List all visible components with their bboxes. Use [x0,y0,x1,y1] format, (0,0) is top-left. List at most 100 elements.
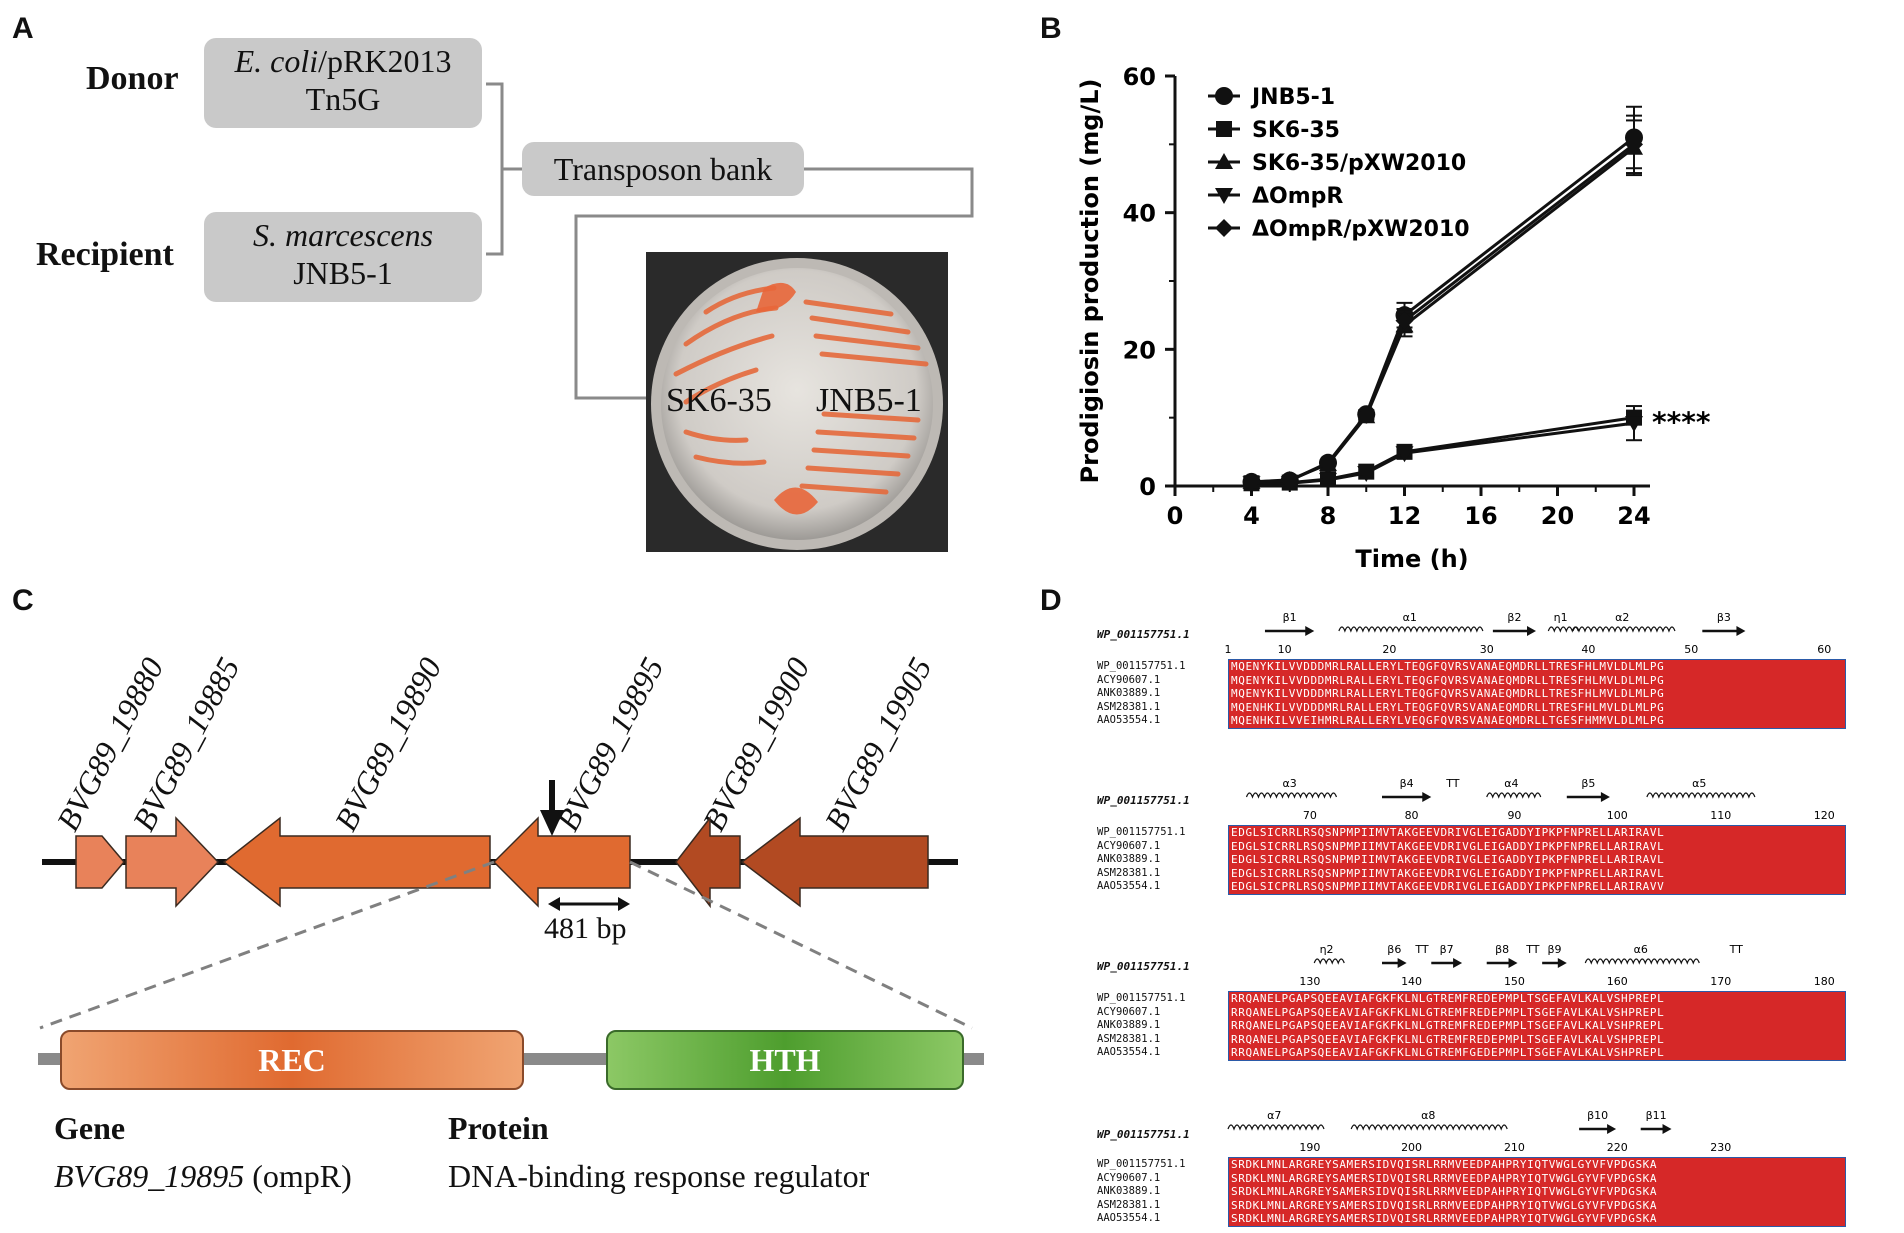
seq-name: WP_001157751.1 [1097,660,1186,672]
y-axis-title: Prodigiosin production (mg/L) [1076,79,1104,484]
helix-coil [1572,626,1676,633]
sequence-row: SRDKLMNLARGREYSAMERSIDVQISRLRRMVEEDPAHPR… [1231,1171,1658,1185]
panel-label-a: A [12,12,34,45]
seq-name: AAO53554.1 [1097,1212,1161,1225]
sequence-row: SRDKLMNLARGREYSAMERSIDVQISRLRRMVEEDPAHPR… [1231,1158,1658,1171]
data-point [1395,446,1414,463]
strand-arrowhead [1397,958,1407,968]
strand-arrowhead [1527,626,1536,636]
data-point [1242,472,1261,491]
secondary-structure-label: β4 [1400,777,1414,790]
secondary-structure-label: α2 [1615,611,1629,624]
hth-domain-label: HTH [749,1041,821,1078]
strand-arrowhead [1607,1124,1617,1134]
alignment-names-4: WP_001157751.1 ACY90607.1 ANK03889.1 ASM… [1097,1158,1186,1226]
seq-name: WP_001157751.1 [1097,992,1186,1004]
gene-alias: (ompR) [252,1158,352,1194]
strand-arrowhead [1305,626,1315,636]
alignment-block-3: RRQANELPGAPSQEEAVIAFGKFKLNLGTREMFREDEPMP… [1228,991,1846,1061]
seq-name: ACY90607.1 [1097,839,1161,852]
residue-number: 110 [1710,809,1731,822]
secondary-structure-label: α8 [1421,1109,1435,1122]
sequence-row: SRDKLMNLARGREYSAMERSIDVQISRLRRMVEEDPAHPR… [1231,1185,1658,1199]
residue-number: 190 [1299,1141,1320,1154]
legend-marker [1216,121,1232,137]
alignment-block-1: MQENYKILVVDDDMRLRALLERYLTEQGFQVRSVANAEQM… [1228,659,1846,729]
residue-number: 120 [1814,809,1835,822]
secondary-structure-label: β2 [1507,611,1521,624]
data-point [1319,454,1337,473]
secondary-structure-label: β1 [1283,611,1297,624]
panel-label-b: B [1040,12,1062,45]
seq-name: ASM28381.1 [1097,700,1161,713]
strand-arrowhead [1453,958,1463,968]
secondary-structure-label: α4 [1504,777,1518,790]
y-tick-label: 20 [1123,336,1156,364]
agar-plate-photo: SK6-35 JNB5-1 [646,252,948,552]
sequence-row: MQENYKILVVDDDMRLRALLERYLTEQGFQVRSVANAEQM… [1231,687,1665,701]
data-point [1357,405,1376,424]
seq-name: AAO53554.1 [1097,1046,1161,1059]
secondary-structure-label: α6 [1634,943,1648,956]
legend-label: SK6-35 [1252,118,1340,143]
panel-label-d: D [1040,584,1062,617]
x-axis-title: Time (h) [1355,545,1468,573]
helix-coil [1338,626,1484,633]
secondary-structure-label: TT [1525,943,1540,956]
x-tick-label: 8 [1320,502,1337,530]
recipient-strain: JNB5-1 [293,255,393,291]
residue-number: 130 [1299,975,1320,988]
x-tick-label: 12 [1388,502,1421,530]
sequence-row: RRQANELPGAPSQEEAVIAFGKFKLNLGTREMFREDEPMP… [1231,992,1665,1005]
x-tick-label: 4 [1243,502,1260,530]
hth-domain: HTH [606,1030,964,1090]
sequence-row: EDGLSICRRLRSQSNPMPIIMVTAKGEEVDRIVGLEIGAD… [1231,853,1665,867]
residue-number: 210 [1504,1141,1525,1154]
gene-arrow-19880 [75,835,125,889]
size-bracket [548,897,630,911]
donor-label: Donor [86,60,179,97]
sequence-row: MQENHKILVVEIHMRLRALLERYLVEQGFQVRSVANAEQM… [1231,714,1665,728]
gene-id: BVG89_19895 [54,1158,245,1194]
series-line [1251,421,1635,485]
gene-arrow-19895 [492,816,631,908]
secondary-structure-label: β10 [1587,1109,1608,1122]
residue-number: 150 [1504,975,1525,988]
helix-coil [1486,792,1542,799]
strand-arrowhead [1662,1124,1672,1134]
legend-marker [1215,87,1233,105]
legend-label: ΔOmpR/pXW2010 [1252,217,1470,242]
secondary-structure-label: η1 [1554,611,1568,624]
bank-to-plate-connector [574,167,974,400]
residue-number: 170 [1710,975,1731,988]
alignment-names-2: WP_001157751.1 ACY90607.1 ANK03889.1 ASM… [1097,826,1186,894]
recipient-label: Recipient [36,236,174,273]
sequence-row: RRQANELPGAPSQEEAVIAFGKFKLNLGTREMFREDEPMP… [1231,1019,1665,1033]
sequence-row: RRQANELPGAPSQEEAVIAFGKFKLNLGTREMFGEDEPMP… [1231,1046,1665,1060]
data-point [1357,466,1376,483]
helix-coil [1245,792,1338,799]
strand-arrowhead [1736,626,1746,636]
size-label: 481 bp [544,912,627,945]
legend-marker [1215,219,1233,237]
seq-name: ASM28381.1 [1097,1032,1161,1045]
chart-legend: JNB5-1 SK6-35 SK6-35/pXW2010 ΔOmpR ΔOmpR/pXW… [1208,85,1470,242]
data-point [1625,135,1643,154]
seq-name: ANK03889.1 [1097,853,1161,866]
donor-box: E. coli/pRK2013 Tn5G [204,38,482,128]
strand-arrowhead [1422,792,1432,802]
alignment-names-3: WP_001157751.1 ACY90607.1 ANK03889.1 ASM… [1097,992,1186,1060]
plate-label-wildtype: JNB5-1 [816,382,922,419]
seq-name: ANK03889.1 [1097,1185,1161,1198]
sequence-row: MQENYKILVVDDDMRLRALLERYLTEQGFQVRSVANAEQM… [1231,673,1665,687]
alignment-reference-3: WP_001157751.1 [1097,960,1190,973]
secondary-structure-label: β7 [1440,943,1454,956]
gene-header: Gene [54,1110,126,1146]
residue-number: 50 [1684,643,1698,656]
alignment-names-1: WP_001157751.1 ACY90607.1 ANK03889.1 ASM… [1097,660,1186,728]
sequence-row: SRDKLMNLARGREYSAMERSIDVQISRLRRMVEEDPAHPR… [1231,1198,1658,1212]
y-tick-label: 60 [1123,63,1156,91]
residue-number: 70 [1303,809,1317,822]
seq-name: ASM28381.1 [1097,866,1161,879]
